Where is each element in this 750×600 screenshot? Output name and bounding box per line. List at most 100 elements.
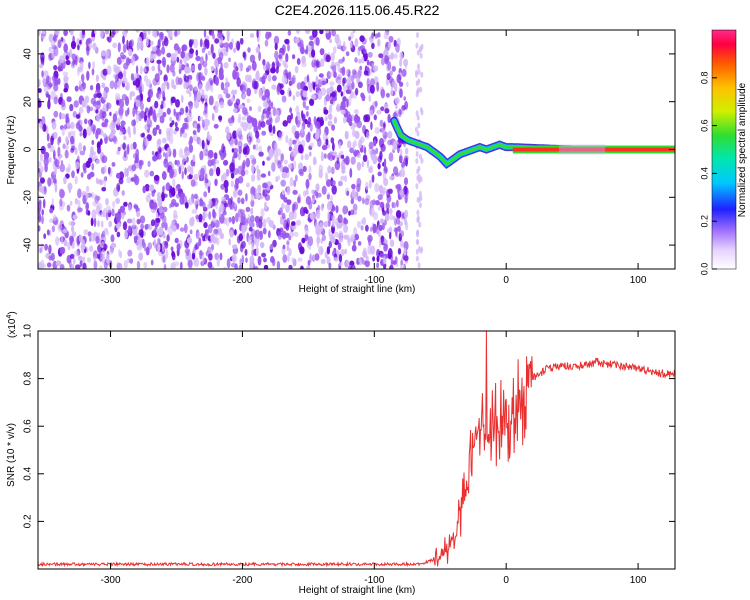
noise-speck [183,223,188,234]
noise-speck [184,151,191,156]
noise-speck [86,126,92,136]
noise-speck [382,210,387,216]
noise-speck [259,216,263,222]
noise-speck [362,217,367,226]
noise-speck [289,177,294,187]
noise-speck [388,42,391,50]
noise-speck [142,185,146,194]
noise-speck [181,170,184,180]
noise-speck [363,147,367,155]
noise-speck [293,179,297,188]
noise-speck [175,126,179,132]
noise-speck [38,199,42,206]
noise-speck [78,80,82,87]
noise-speck [343,218,349,225]
noise-speck [374,100,378,107]
noise-speck [200,56,204,66]
noise-speck [135,30,140,33]
noise-speck [40,263,47,269]
noise-speck [241,254,245,265]
noise-speck [351,183,356,190]
noise-speck [357,81,363,89]
noise-speck [186,250,190,256]
noise-speck [320,58,325,67]
noise-speck [226,131,231,141]
noise-speck [161,253,167,264]
noise-speck [338,238,343,243]
noise-speck [269,244,274,250]
noise-speck [248,226,253,232]
noise-speck [307,259,311,266]
noise-speck [193,100,199,109]
noise-speck [276,85,281,96]
noise-speck [377,206,381,211]
noise-speck [366,77,370,88]
noise-speck [38,88,42,93]
noise-speck [150,219,156,227]
noise-speck [315,75,319,85]
noise-speck [300,89,303,98]
noise-speck [90,232,96,242]
noise-speck [359,45,366,51]
noise-speck [86,257,92,263]
noise-speck [84,103,88,109]
noise-speck [188,100,193,110]
noise-speck [281,203,285,210]
noise-speck [166,64,170,74]
noise-speck [309,142,315,148]
noise-speck [198,83,203,92]
noise-speck [191,209,198,214]
noise-speck [384,243,389,250]
noise-speck [220,62,223,71]
noise-speck [302,165,307,172]
noise-speck [262,59,266,66]
noise-speck [388,152,394,162]
noise-speck [82,145,86,152]
noise-speck [51,121,57,130]
noise-speck [340,175,345,181]
noise-speck [385,202,390,210]
noise-speck [357,69,362,79]
noise-speck [282,120,289,127]
noise-speck [237,197,241,204]
noise-speck [87,173,92,180]
noise-speck [257,105,262,113]
noise-speck [120,54,127,60]
noise-speck [377,171,382,177]
noise-speck [281,74,288,85]
noise-speck [293,160,297,170]
noise-speck [247,213,251,224]
noise-speck [275,109,280,116]
noise-speck [204,104,208,114]
noise-speck [369,207,375,217]
noise-speck [38,225,41,232]
noise-speck [38,30,41,37]
noise-speck [272,106,277,117]
noise-speck [119,264,123,269]
noise-speck [90,217,94,227]
noise-speck [219,203,225,213]
noise-speck [208,211,212,220]
noise-speck [212,211,217,219]
noise-speck [313,159,317,165]
noise-speck [247,65,252,71]
x-tick-label: -200 [232,275,252,286]
noise-speck [51,133,54,139]
noise-speck [62,143,66,150]
noise-speck [210,233,216,243]
noise-speck [356,183,361,193]
noise-speck [99,138,103,145]
noise-speck [131,164,137,172]
noise-speck [265,119,272,126]
noise-speck [151,65,156,72]
noise-speck [363,70,369,76]
noise-speck [378,237,382,248]
noise-speck [405,157,408,167]
noise-speck [112,200,116,209]
noise-speck [394,256,398,264]
noise-speck [63,43,68,53]
noise-speck [63,239,68,247]
noise-speck [267,74,272,82]
noise-speck [340,109,346,115]
noise-speck [292,54,296,60]
